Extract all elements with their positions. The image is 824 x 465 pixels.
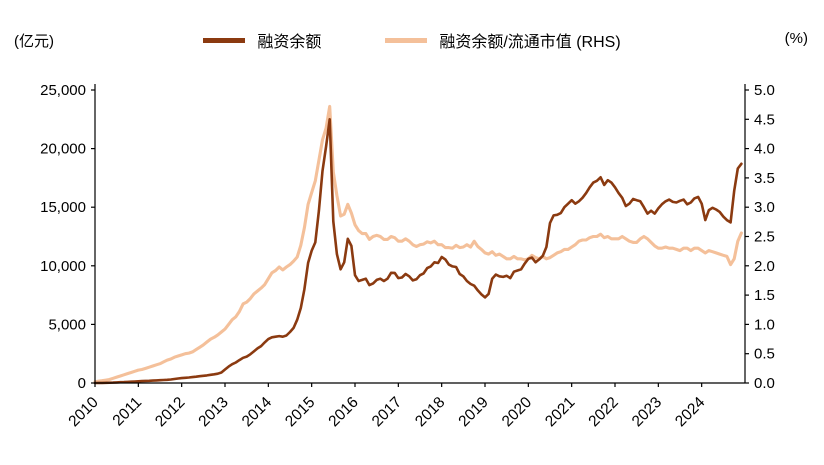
series-line-ratio: [93, 104, 743, 384]
svg-text:15,000: 15,000: [40, 199, 86, 216]
svg-text:0.0: 0.0: [754, 375, 775, 392]
right-axis-unit: (%): [784, 30, 808, 47]
svg-text:2021: 2021: [542, 394, 578, 430]
legend-swatch-financing-balance: [203, 37, 246, 43]
svg-text:2022: 2022: [585, 394, 621, 430]
svg-text:0: 0: [78, 375, 86, 392]
svg-text:2019: 2019: [455, 394, 491, 430]
legend-swatch-ratio: [385, 37, 428, 43]
legend-label-ratio: 融资余额/流通市值 (RHS): [439, 34, 621, 51]
svg-text:2024: 2024: [672, 394, 709, 431]
legend-label-financing-balance: 融资余额: [257, 34, 322, 51]
svg-text:20,000: 20,000: [40, 141, 86, 158]
x-axis-tick-labels: 2010 2011 2012 2013 2014 2015 2016 2017 2018 2019…: [65, 383, 709, 431]
svg-text:2020: 2020: [499, 394, 536, 431]
svg-text:4.0: 4.0: [754, 141, 775, 158]
right-axis-tick-labels: 0.0 0.5 1.0 1.5 2.0 2.5 3.0 3.5 4.0 4.5 5.0: [745, 82, 775, 392]
svg-text:1.5: 1.5: [754, 287, 775, 304]
svg-text:2010: 2010: [65, 394, 102, 431]
left-axis-tick-labels: 0 5,000 10,000 15,000 20,000 25,000: [40, 82, 95, 392]
legend-item-financing-balance: 融资余额: [203, 28, 321, 52]
svg-text:2012: 2012: [152, 394, 188, 430]
svg-text:5.0: 5.0: [754, 82, 775, 99]
svg-text:3.5: 3.5: [754, 170, 775, 187]
axes: [94, 84, 746, 384]
svg-text:1.0: 1.0: [754, 316, 775, 333]
series-line-financing-balance: [93, 118, 743, 385]
svg-text:0.5: 0.5: [754, 346, 775, 363]
svg-text:2011: 2011: [110, 394, 146, 430]
svg-text:4.5: 4.5: [754, 111, 775, 128]
svg-text:25,000: 25,000: [40, 82, 86, 99]
svg-text:5,000: 5,000: [48, 316, 86, 333]
legend-item-ratio: 融资余额/流通市值 (RHS): [385, 28, 621, 52]
svg-text:2014: 2014: [239, 394, 276, 431]
left-axis-unit: (亿元): [14, 33, 54, 50]
svg-text:2.0: 2.0: [754, 258, 775, 275]
svg-text:3.0: 3.0: [754, 199, 775, 216]
chart-legend: 融资余额 融资余额/流通市值 (RHS): [0, 28, 824, 52]
svg-text:10,000: 10,000: [40, 258, 86, 275]
svg-text:2017: 2017: [369, 394, 405, 430]
series-lines: [93, 104, 743, 385]
svg-text:2013: 2013: [195, 394, 231, 430]
svg-text:2016: 2016: [325, 394, 361, 430]
svg-text:2.5: 2.5: [754, 229, 775, 246]
svg-text:2018: 2018: [412, 394, 448, 430]
svg-text:2015: 2015: [282, 394, 318, 430]
svg-text:2023: 2023: [629, 394, 665, 430]
